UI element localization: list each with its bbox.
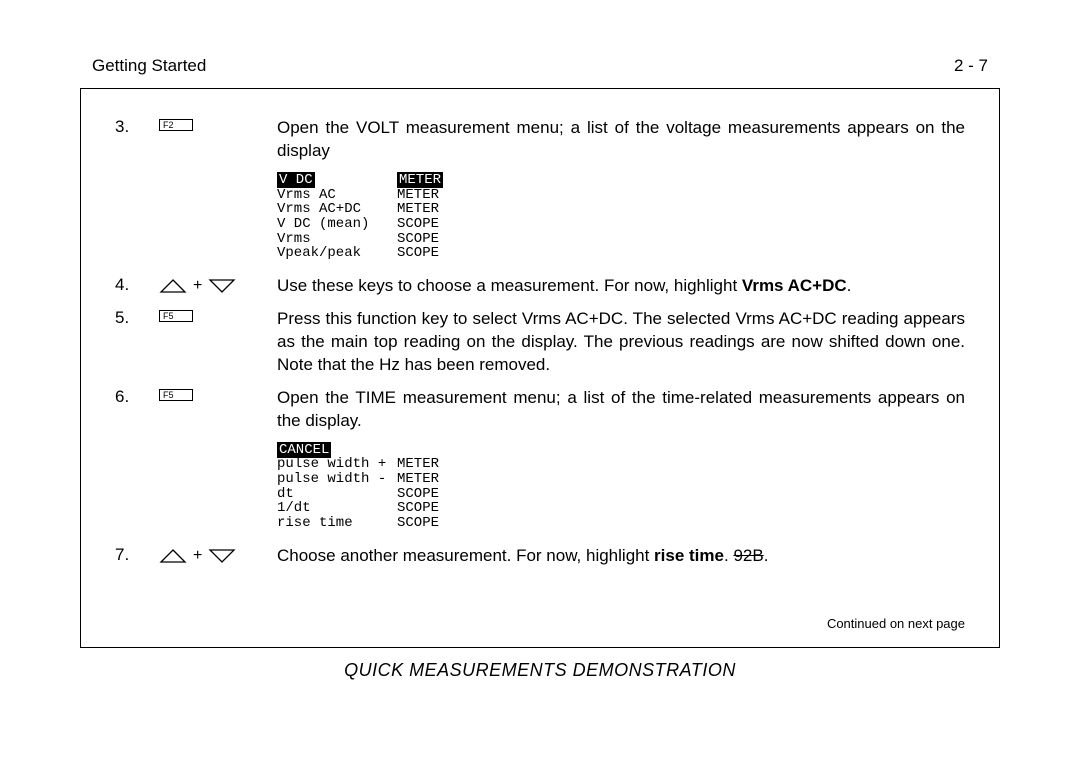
step-text-part: 92B [733,546,763,565]
step-text-part: Open the VOLT measurement menu; a list o… [277,118,965,160]
step-key: F5 [159,387,277,401]
step-key: F2 [159,117,277,131]
step-key: + [159,275,277,295]
menu-row: rise timeSCOPE [277,516,457,531]
step-row: 3.F2 Open the VOLT measurement menu; a li… [115,117,965,163]
menu-row: V DC (mean)SCOPE [277,217,457,232]
menu-cell-label: pulse width + [277,457,397,472]
menu-cell-type: SCOPE [397,501,457,516]
step-number: 7. [115,545,159,565]
menu-cell-type: SCOPE [397,246,457,261]
step-row: 4. + Use these keys to choose a measuremen… [115,275,965,298]
content-frame: 3.F2 Open the VOLT measurement menu; a li… [80,88,1000,648]
menu-row: pulse width -METER [277,472,457,487]
menu-cell-label: V DC [277,173,397,188]
arrow-down-icon [208,278,236,294]
menu-cell-type: SCOPE [397,516,457,531]
menu-table: CANCELpulse width +METERpulse width -MET… [277,443,457,531]
menu-row: Vrms ACMETER [277,188,457,203]
menu-row: Vrms AC+DCMETER [277,202,457,217]
step-row: 5.F5 Press this function key to select Vr… [115,308,965,377]
step-text-part: . [847,276,852,295]
menu-row: VrmsSCOPE [277,232,457,247]
menu-table: V DCMETERVrms ACMETERVrms AC+DCMETERV DC… [277,173,457,261]
step-row: 6.F5 Open the TIME measurement menu; a li… [115,387,965,433]
step-text-part: Choose another measurement. For now, hig… [277,546,654,565]
menu-row: CANCEL [277,443,457,458]
menu-row: V DCMETER [277,173,457,188]
arrow-up-icon [159,548,187,564]
menu-row: pulse width +METER [277,457,457,472]
menu-cell-label: CANCEL [277,443,397,458]
continued-note: Continued on next page [827,616,965,631]
menu-cell-type: METER [397,188,457,203]
menu-cell-label: V DC (mean) [277,217,397,232]
header-right: 2 - 7 [954,56,988,76]
menu-cell-type: SCOPE [397,217,457,232]
menu-cell-type: SCOPE [397,487,457,502]
step-text-bold: rise time [654,546,724,565]
step-text: Use these keys to choose a measurement. … [277,275,965,298]
menu-cell-type [397,443,457,458]
arrow-down-icon [208,548,236,564]
step-number: 3. [115,117,159,137]
function-key-icon: F5 [159,389,193,401]
menu-cell-label: pulse width - [277,472,397,487]
step-row: 7. + Choose another measurement. For now, … [115,545,965,568]
step-key: + [159,545,277,565]
menu-cell-type: METER [397,472,457,487]
footer-title: QUICK MEASUREMENTS DEMONSTRATION [80,660,1000,681]
menu-cell-label: Vrms AC+DC [277,202,397,217]
function-key-icon: F2 [159,119,193,131]
function-key-icon: F5 [159,310,193,322]
step-text-bold: Vrms AC+DC [742,276,847,295]
menu-cell-label: Vrms AC [277,188,397,203]
menu-cell-label: rise time [277,516,397,531]
menu-cell-type: SCOPE [397,232,457,247]
step-key: F5 [159,308,277,322]
menu-row: Vpeak/peakSCOPE [277,246,457,261]
step-text-part: . [764,546,769,565]
arrow-up-icon [159,278,187,294]
step-text: Choose another measurement. For now, hig… [277,545,965,568]
plus-separator: + [193,547,202,565]
steps-container: 3.F2 Open the VOLT measurement menu; a li… [115,117,965,568]
step-number: 4. [115,275,159,295]
menu-row: 1/dtSCOPE [277,501,457,516]
step-number: 5. [115,308,159,328]
step-text: Press this function key to select Vrms A… [277,308,965,377]
step-text-part: Press this function key to select Vrms A… [277,309,965,374]
step-text-part: Open the TIME measurement menu; a list o… [277,388,965,430]
menu-cell-type: METER [397,457,457,472]
menu-row: dtSCOPE [277,487,457,502]
menu-cell-label: Vrms [277,232,397,247]
step-text: Open the VOLT measurement menu; a list o… [277,117,965,163]
page-header: Getting Started 2 - 7 [80,56,1000,76]
step-text: Open the TIME measurement menu; a list o… [277,387,965,433]
manual-page: Getting Started 2 - 7 3.F2 Open the VOLT … [0,0,1080,762]
plus-separator: + [193,277,202,295]
menu-block: V DCMETERVrms ACMETERVrms AC+DCMETERV DC… [277,173,965,261]
header-left: Getting Started [92,56,206,76]
step-number: 6. [115,387,159,407]
menu-cell-label: Vpeak/peak [277,246,397,261]
menu-cell-type: METER [397,202,457,217]
menu-cell-type: METER [397,173,457,188]
menu-cell-label: 1/dt [277,501,397,516]
menu-block: CANCELpulse width +METERpulse width -MET… [277,443,965,531]
step-text-part: Use these keys to choose a measurement. … [277,276,742,295]
menu-cell-label: dt [277,487,397,502]
